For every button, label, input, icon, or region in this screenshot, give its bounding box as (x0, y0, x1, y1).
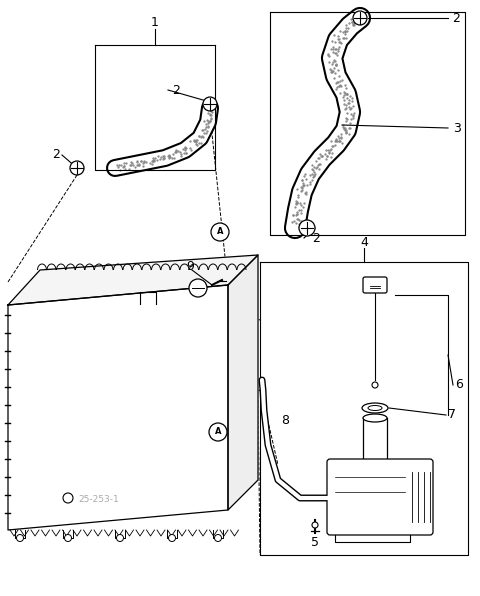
Text: 2: 2 (312, 231, 320, 244)
FancyBboxPatch shape (327, 459, 433, 535)
Circle shape (189, 279, 207, 297)
Ellipse shape (368, 405, 382, 411)
Circle shape (312, 522, 318, 528)
Ellipse shape (363, 414, 387, 422)
Circle shape (203, 97, 217, 111)
Text: 25-253-1: 25-253-1 (78, 495, 119, 504)
Circle shape (16, 535, 24, 542)
Circle shape (353, 11, 367, 25)
Circle shape (209, 423, 227, 441)
Text: 9: 9 (186, 260, 194, 274)
FancyBboxPatch shape (363, 277, 387, 293)
Circle shape (215, 535, 221, 542)
Circle shape (211, 223, 229, 241)
Circle shape (299, 220, 315, 236)
Circle shape (63, 493, 73, 503)
Circle shape (372, 382, 378, 388)
Text: A: A (217, 228, 223, 237)
Text: 2: 2 (52, 148, 60, 162)
Circle shape (64, 535, 72, 542)
Circle shape (117, 535, 123, 542)
Polygon shape (8, 285, 228, 530)
Text: 2: 2 (452, 11, 460, 24)
Polygon shape (8, 255, 258, 305)
Circle shape (70, 161, 84, 175)
Text: A: A (215, 427, 221, 436)
Text: 1: 1 (151, 17, 159, 29)
Text: 8: 8 (281, 414, 289, 427)
Text: 7: 7 (448, 408, 456, 421)
Text: 4: 4 (360, 235, 368, 249)
Polygon shape (363, 418, 387, 460)
Text: 6: 6 (455, 378, 463, 392)
Ellipse shape (362, 403, 388, 413)
Text: 5: 5 (311, 536, 319, 550)
Circle shape (168, 535, 176, 542)
Polygon shape (228, 255, 258, 510)
Text: 2: 2 (172, 83, 180, 97)
Text: 3: 3 (453, 122, 461, 135)
